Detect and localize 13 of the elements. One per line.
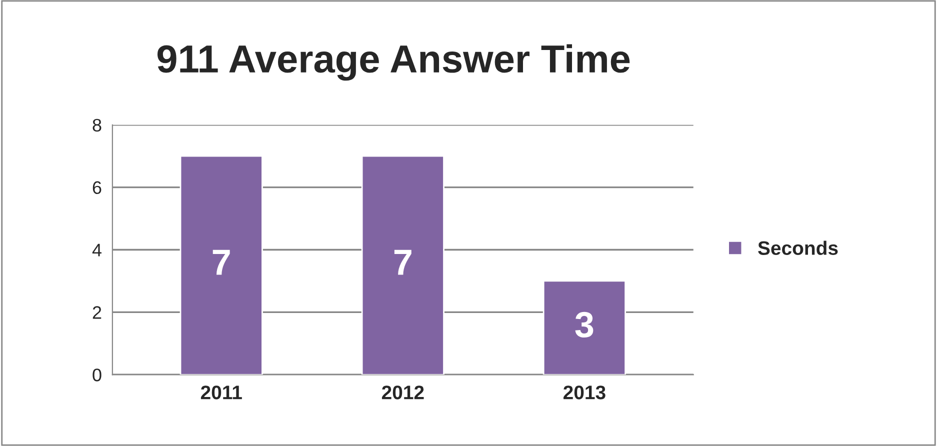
y-tick-label: 0 bbox=[92, 368, 102, 382]
data-label: 7 bbox=[394, 250, 412, 275]
legend-label: Seconds bbox=[758, 240, 838, 255]
y-tick-label: 2 bbox=[92, 306, 102, 319]
y-tick-label: 6 bbox=[92, 181, 102, 194]
data-label: 3 bbox=[575, 312, 594, 338]
y-tick-label: 4 bbox=[92, 244, 102, 256]
y-tick-label: 8 bbox=[92, 118, 102, 132]
x-tick-label: 2013 bbox=[564, 386, 606, 400]
chart-title: 911 Average Answer Time bbox=[157, 44, 630, 81]
data-label: 7 bbox=[212, 250, 230, 275]
x-tick-label: 2012 bbox=[382, 386, 424, 400]
x-tick-label: 2011 bbox=[200, 386, 242, 400]
